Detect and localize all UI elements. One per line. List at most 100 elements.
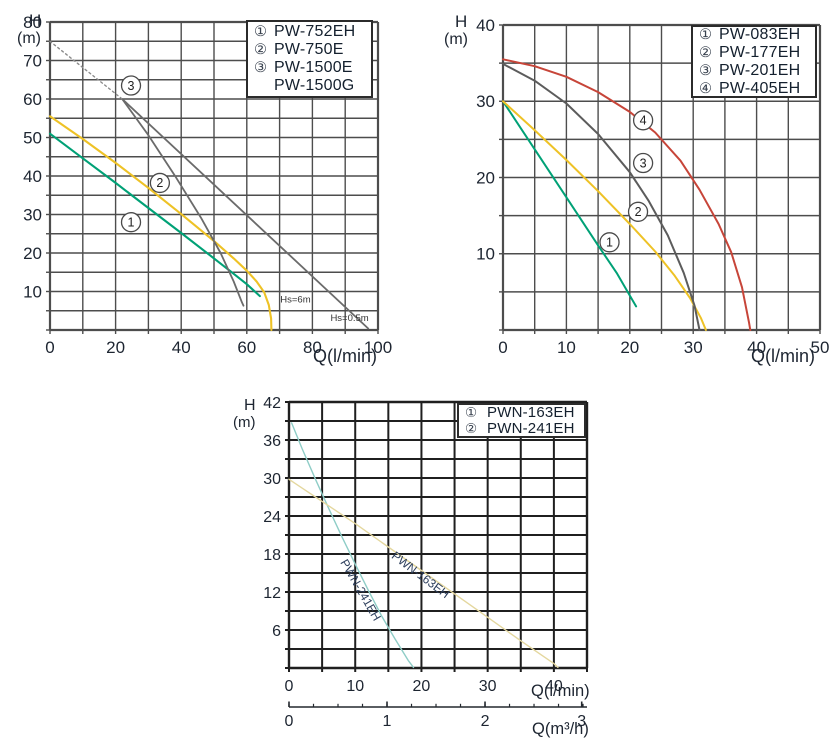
x-tick-label: 40 [545,678,563,695]
curve-number-marker [149,172,171,194]
curve-pw-405eh [502,58,752,331]
curve-pw-201eh [502,62,701,331]
legend-circled-number: ④ [699,80,712,97]
curve-pw-750e [48,115,273,332]
chart2-x-axis-label: Q(l/min) [751,346,815,366]
curve-number-marker [120,75,142,96]
curve-pw-752eh [48,132,261,298]
legend-item: ④ PW-405EH [699,80,812,98]
legend-model-label: PW-201EH [719,61,801,79]
x-tick-label: 60 [237,338,256,357]
x-tick-label: 30 [684,338,703,357]
legend-item: ③ PW-1500E [254,59,368,77]
y-tick-label: 30 [23,205,42,224]
y-tick-label: 10 [476,245,495,264]
legend-item: ① PW-083EH [699,26,812,44]
secondary-axis-tick-label: 2 [481,713,490,730]
curve-number-marker [120,212,142,233]
y-tick-label: 42 [263,395,281,412]
curve-number-marker [599,232,620,253]
chart2-legend: ① PW-083EH ② PW-177EH ③ PW-201EH ④ PW-40… [691,25,817,98]
curve-number-text: 3 [640,156,647,170]
x-tick-label: 20 [413,678,431,695]
legend-item: ② PWN-241EH [465,419,581,437]
y-tick-label: 6 [272,623,281,640]
y-tick-label: 18 [263,547,281,564]
y-tick-label: 60 [23,90,42,109]
secondary-axis-tick-label: 1 [383,713,392,730]
legend-item: PW-1500G [254,77,368,95]
x-tick-label: 0 [498,338,507,357]
curve-pw-1500e-pw-1500g-long-branch- [121,98,370,330]
legend-model-label: PWN-241EH [487,419,575,437]
curve-number-text: 3 [128,79,135,93]
curve-number-marker [632,152,654,174]
y-tick-label: 40 [476,16,495,35]
legend-circled-number: ① [465,404,478,420]
chart3-x-axis2-label: Q(m³/h) [532,720,589,738]
x-tick-label: 30 [479,678,497,695]
secondary-axis-tick-label: 0 [285,713,294,730]
legend-model-label: PW-1500E [274,59,353,76]
chart2-y-axis-unit: (m) [444,31,468,48]
y-tick-label: 20 [23,244,42,263]
curve-number-text: 2 [156,176,163,190]
y-tick-label: 50 [23,128,42,147]
curve-pwn-241eh [290,422,415,669]
legend-item: ① PW-752EH [254,23,368,41]
chart1-legend: ① PW-752EH ② PW-750E ③ PW-1500E PW-1500G [246,20,373,98]
y-tick-label: 70 [23,51,42,70]
annotation-text: PWN-241EH [337,557,383,623]
y-tick-label: 30 [263,471,281,488]
y-tick-label: 30 [476,92,495,111]
y-tick-label: 40 [23,167,42,186]
legend-model-label: PW-177EH [719,43,801,61]
curve-pwn-163eh [288,478,559,669]
x-tick-label: 80 [303,338,322,357]
secondary-axis-tick-label: 3 [577,713,586,730]
legend-model-label: PW-750E [274,41,344,58]
legend-circled-number: ② [699,44,712,61]
legend-item: ① PWN-163EH [465,404,581,421]
legend-item: ③ PW-201EH [699,62,812,80]
curve-number-marker [632,110,654,131]
legend-model-label: PW-1500G [274,77,355,94]
x-tick-label: 100 [364,338,392,357]
chart3-legend: ① PWN-163EH ② PWN-241EH [457,403,586,438]
x-tick-label: 40 [172,338,191,357]
y-tick-label: 80 [23,13,42,32]
chart1-x-axis-label: Q(l/min) [313,346,377,366]
y-tick-label: 24 [263,509,281,526]
curve-suction-lift-dotted-line [49,40,123,100]
chart1-y-axis-letter: H [29,11,42,30]
legend-item: ② PW-750E [254,41,368,59]
legend-circled-number: ② [254,42,267,58]
chart3-y-axis-letter: H [244,397,256,414]
curve-number-text: 4 [640,114,647,128]
annotation-text: Hs=6m [280,294,310,305]
x-tick-label: 50 [811,338,830,357]
x-tick-label: 40 [747,338,766,357]
y-tick-label: 12 [263,585,281,602]
legend-model-label: PW-752EH [274,23,356,40]
legend-circled-number: ③ [699,62,712,79]
x-tick-label: 10 [557,338,576,357]
y-tick-label: 20 [476,168,495,187]
x-tick-label: 0 [45,338,54,357]
curve-pw-1500e-pw-1500g-steep-branch- [121,98,245,307]
x-tick-label: 0 [285,678,294,695]
y-tick-label: 10 [23,282,42,301]
legend-item: ② PW-177EH [699,44,812,62]
y-tick-label: 36 [263,433,281,450]
x-tick-label: 20 [106,338,125,357]
legend-circled-number: ② [465,420,478,436]
legend-circled-number: ③ [254,60,267,76]
legend-circled-number: ① [699,26,712,43]
curve-pw-083eh [502,100,638,308]
annotation-text: Hs=0.5m [330,313,368,324]
pump-curve-chart-pw-eh: 1 2 3 4 0 10 20 30 40 50 10 20 30 40 [457,11,834,387]
chart1-y-axis-unit: (m) [17,30,41,47]
curve-number-text: 1 [128,216,135,230]
